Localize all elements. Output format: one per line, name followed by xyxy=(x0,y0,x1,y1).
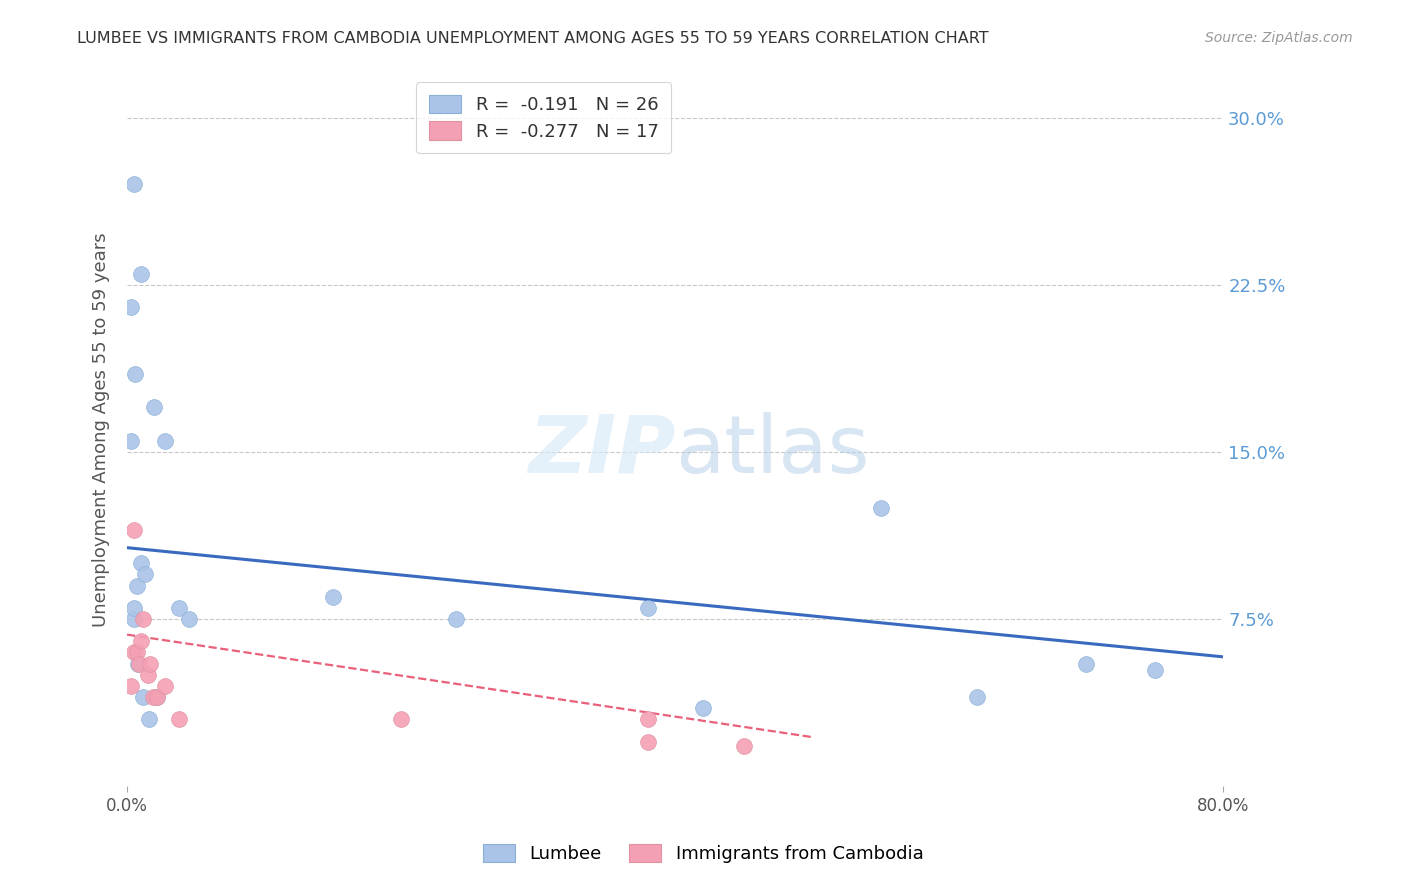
Point xyxy=(128,657,150,671)
Point xyxy=(129,556,152,570)
Point xyxy=(120,300,142,314)
Legend: R =  -0.191   N = 26, R =  -0.277   N = 17: R = -0.191 N = 26, R = -0.277 N = 17 xyxy=(416,82,671,153)
Point xyxy=(692,701,714,715)
Text: ZIP: ZIP xyxy=(527,412,675,490)
Point xyxy=(122,600,145,615)
Point xyxy=(120,679,142,693)
Point xyxy=(146,690,169,704)
Point xyxy=(134,567,156,582)
Point xyxy=(124,367,146,381)
Point xyxy=(869,500,891,515)
Point xyxy=(177,612,200,626)
Point xyxy=(1076,657,1098,671)
Point xyxy=(389,712,412,726)
Point xyxy=(146,690,169,704)
Text: LUMBEE VS IMMIGRANTS FROM CAMBODIA UNEMPLOYMENT AMONG AGES 55 TO 59 YEARS CORREL: LUMBEE VS IMMIGRANTS FROM CAMBODIA UNEMP… xyxy=(77,31,988,46)
Point xyxy=(155,434,177,448)
Point xyxy=(155,679,177,693)
Point xyxy=(129,267,152,281)
Point xyxy=(138,712,160,726)
Point xyxy=(125,578,148,592)
Point xyxy=(142,690,165,704)
Point xyxy=(1143,663,1166,677)
Point xyxy=(127,657,149,671)
Point xyxy=(733,739,755,753)
Point xyxy=(637,734,659,748)
Point xyxy=(167,600,190,615)
Point xyxy=(167,712,190,726)
Point xyxy=(132,612,155,626)
Point xyxy=(139,657,162,671)
Point xyxy=(120,434,142,448)
Point xyxy=(132,690,155,704)
Text: Source: ZipAtlas.com: Source: ZipAtlas.com xyxy=(1205,31,1353,45)
Text: atlas: atlas xyxy=(675,412,869,490)
Y-axis label: Unemployment Among Ages 55 to 59 years: Unemployment Among Ages 55 to 59 years xyxy=(93,232,110,627)
Point xyxy=(136,667,159,681)
Legend: Lumbee, Immigrants from Cambodia: Lumbee, Immigrants from Cambodia xyxy=(474,835,932,872)
Point xyxy=(143,401,166,415)
Point xyxy=(444,612,467,626)
Point xyxy=(637,712,659,726)
Point xyxy=(125,645,148,659)
Point xyxy=(122,612,145,626)
Point xyxy=(322,590,344,604)
Point xyxy=(122,178,145,192)
Point xyxy=(122,645,145,659)
Point xyxy=(129,634,152,648)
Point xyxy=(637,600,659,615)
Point xyxy=(122,523,145,537)
Point xyxy=(966,690,988,704)
